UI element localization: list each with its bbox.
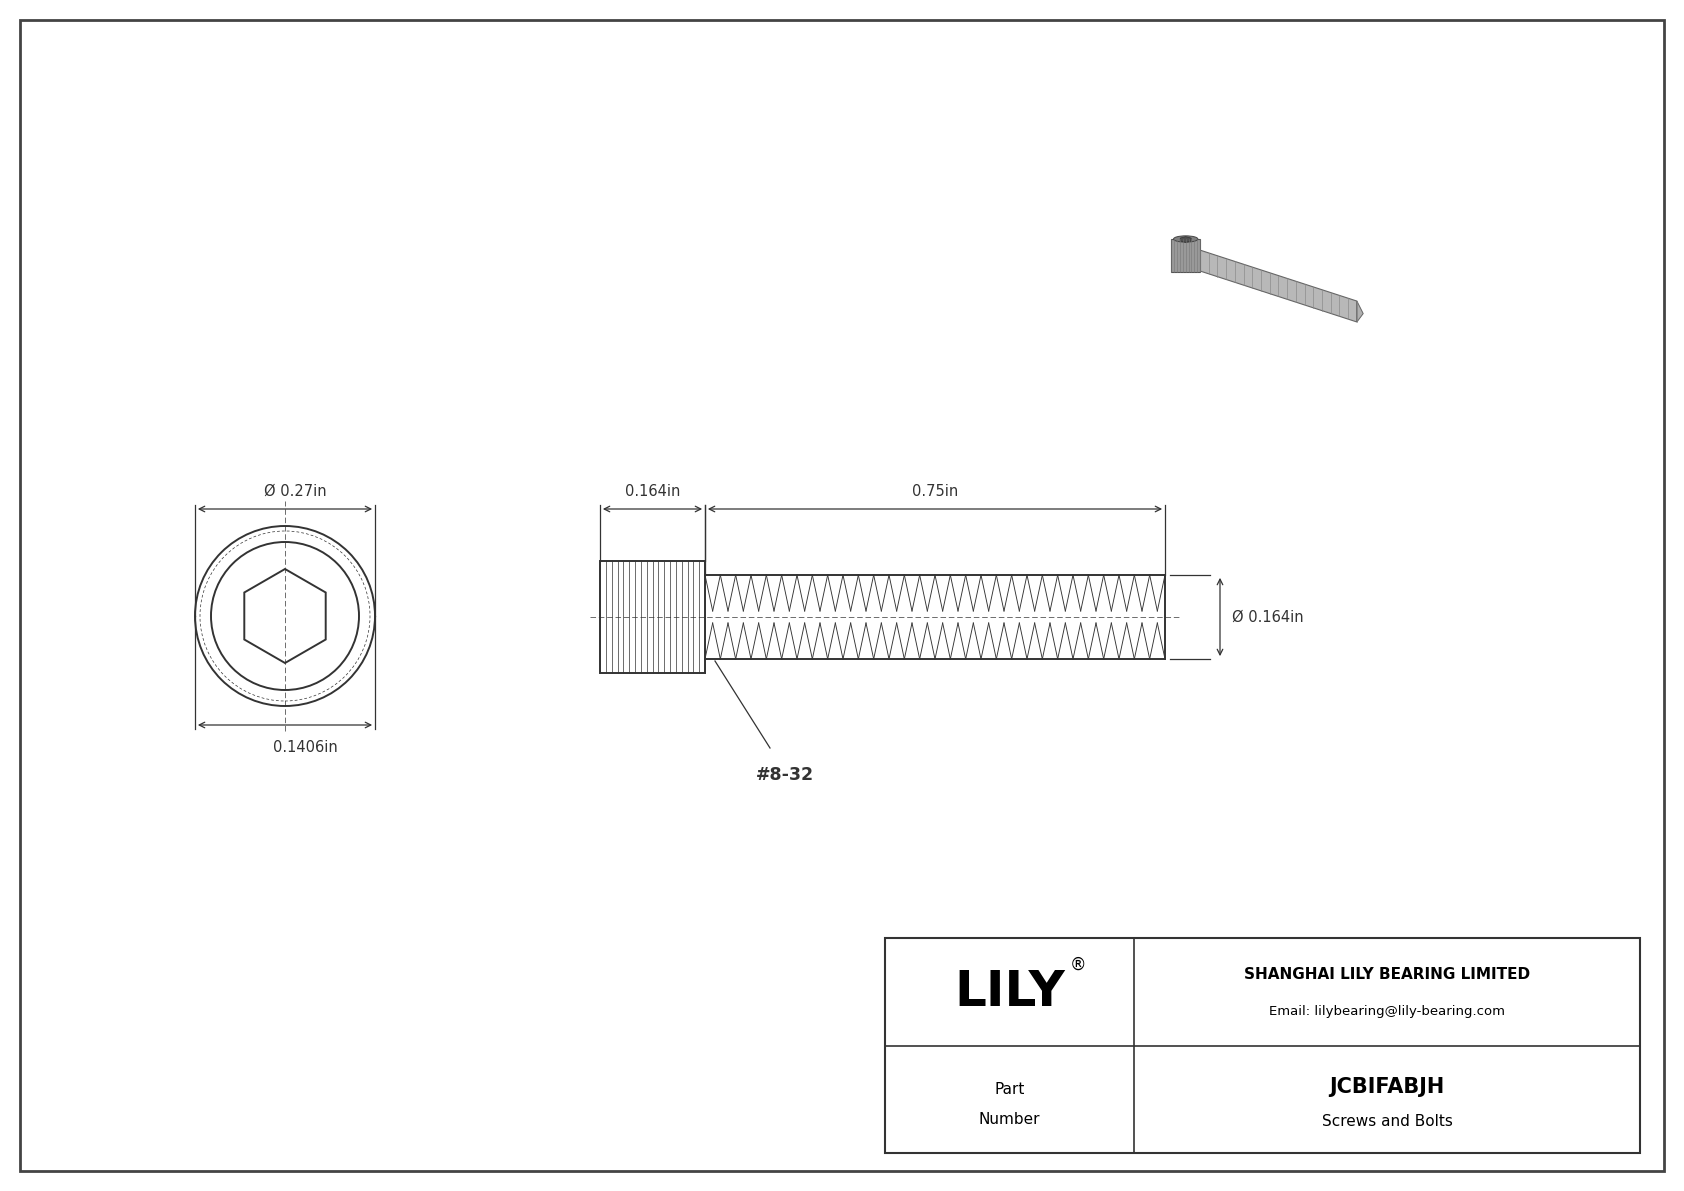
Polygon shape [1201,250,1357,322]
Text: JCBIFABJH: JCBIFABJH [1329,1077,1445,1097]
Polygon shape [1172,239,1201,272]
Text: Email: lilybearing@lily-bearing.com: Email: lilybearing@lily-bearing.com [1270,1005,1505,1018]
Text: Number: Number [978,1111,1041,1127]
Text: LILY: LILY [955,968,1064,1016]
Polygon shape [1357,301,1364,322]
Text: SHANGHAI LILY BEARING LIMITED: SHANGHAI LILY BEARING LIMITED [1244,967,1531,983]
Polygon shape [1180,237,1191,242]
Ellipse shape [1174,236,1197,242]
Text: Ø 0.27in: Ø 0.27in [264,484,327,499]
Text: Ø 0.164in: Ø 0.164in [1233,610,1303,624]
Text: 0.75in: 0.75in [911,484,958,499]
Text: 0.1406in: 0.1406in [273,740,337,755]
Text: Part: Part [994,1081,1026,1097]
Text: Screws and Bolts: Screws and Bolts [1322,1114,1453,1129]
Text: ®: ® [1069,955,1086,974]
Text: #8-32: #8-32 [756,766,813,784]
Text: 0.164in: 0.164in [625,484,680,499]
